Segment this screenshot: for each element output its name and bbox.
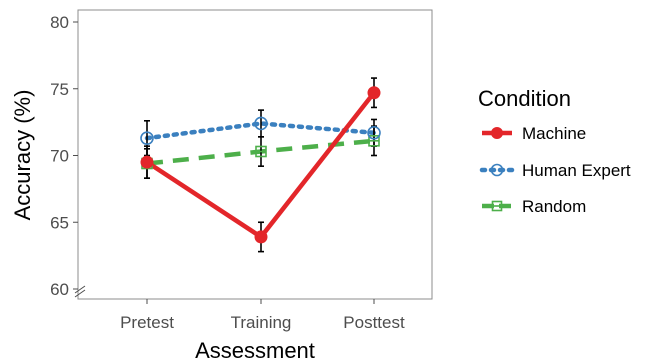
data-point <box>254 230 268 244</box>
x-tick-label: Pretest <box>120 313 174 332</box>
points-human-expert <box>140 116 381 145</box>
x-axis-title: Assessment <box>195 338 315 361</box>
y-axis-title: Accuracy (%) <box>10 90 35 221</box>
data-point <box>255 145 267 158</box>
legend-marker <box>491 127 503 139</box>
series-layer <box>140 77 381 253</box>
y-tick-label: 65 <box>50 213 69 232</box>
legend-title: Condition <box>478 86 571 111</box>
x-tick-label: Posttest <box>343 313 405 332</box>
data-point <box>254 116 268 131</box>
data-point <box>140 155 154 169</box>
legend-item-human-expert: Human Expert <box>479 161 631 180</box>
plot-panel <box>77 9 433 300</box>
data-point <box>368 135 380 147</box>
legend-marker <box>491 200 503 212</box>
legend-marker <box>490 163 504 177</box>
data-point <box>367 126 381 140</box>
points-machine <box>140 86 381 244</box>
y-tick-label: 75 <box>50 80 69 99</box>
y-tick-label: 80 <box>50 13 69 32</box>
legend-items: Machine Human Expert Random <box>479 124 631 216</box>
legend: Condition Machine Human Expert Random <box>478 86 631 216</box>
error-bar <box>258 109 264 138</box>
y-tick-label: 60 <box>50 280 69 299</box>
legend-item-machine: Machine <box>482 124 586 143</box>
x-axis: Pretest Training Posttest <box>120 299 405 332</box>
y-axis: 60 65 70 75 80 <box>50 13 78 299</box>
data-point <box>367 86 381 100</box>
legend-label: Human Expert <box>522 161 631 180</box>
legend-label: Random <box>522 197 586 216</box>
axis-break-marker <box>74 285 86 298</box>
legend-item-random: Random <box>482 197 586 216</box>
y-tick-label: 70 <box>50 147 69 166</box>
legend-label: Machine <box>522 124 586 143</box>
x-tick-label: Training <box>231 313 292 332</box>
data-point <box>140 131 154 145</box>
